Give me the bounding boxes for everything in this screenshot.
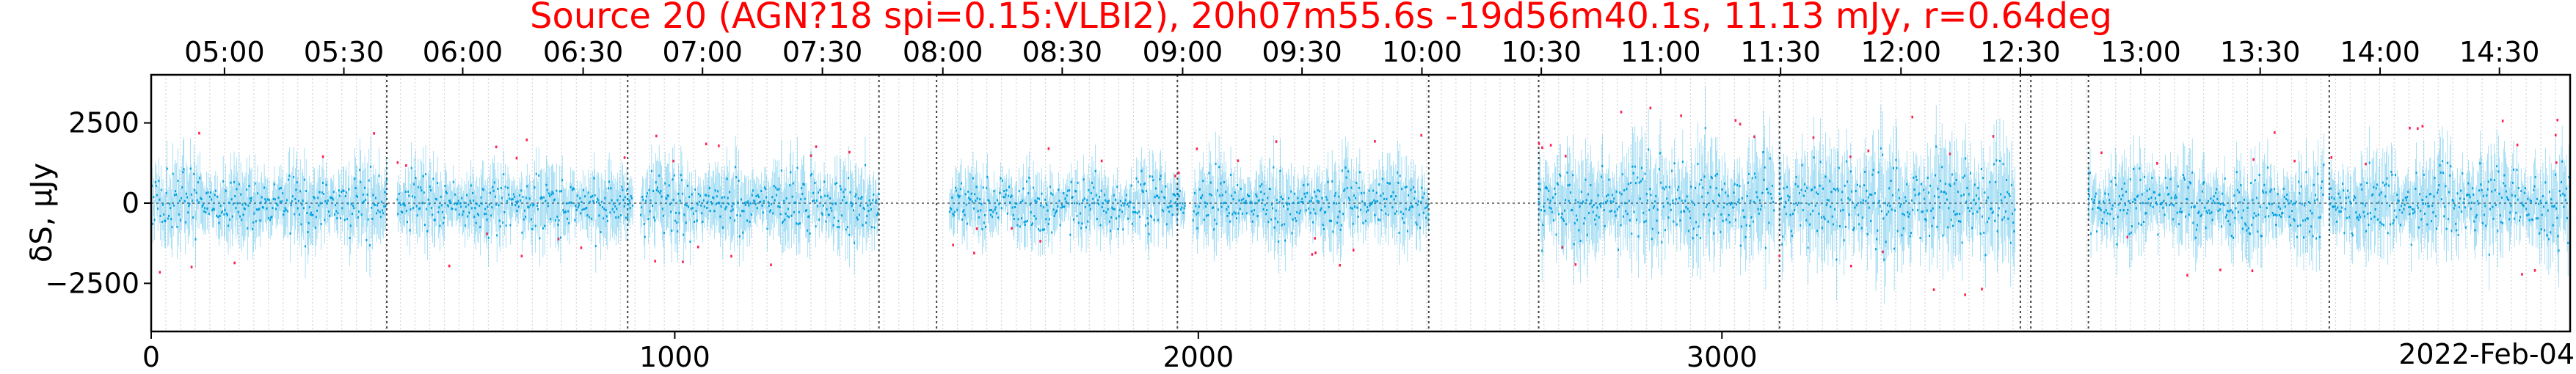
outlier-point [1177, 171, 1180, 175]
outlier-point [1196, 147, 1198, 150]
outlier-point [2274, 131, 2276, 134]
outlier-point [1352, 249, 1355, 252]
outlier-point [1739, 122, 1742, 126]
outlier-point [1867, 149, 1870, 153]
outlier-point [2100, 151, 2103, 155]
outlier-point [1849, 155, 1852, 158]
outlier-point [448, 264, 451, 268]
outlier-point [770, 263, 772, 266]
outlier-point [1812, 136, 1815, 139]
outlier-point [1039, 240, 1041, 243]
outlier-point [815, 145, 818, 148]
outlier-point [1932, 288, 1935, 291]
outlier-point [809, 154, 812, 157]
outlier-point [1778, 254, 1781, 257]
outlier-point [1174, 175, 1176, 177]
outlier-point [2252, 158, 2255, 161]
outlier-point [2156, 161, 2158, 165]
outlier-point [2186, 274, 2188, 277]
outlier-point [1100, 159, 1103, 163]
outlier-point [515, 156, 518, 160]
outlier-point [848, 150, 851, 154]
outlier-point [520, 254, 523, 258]
outlier-point [1237, 159, 1240, 163]
outlier-point [2365, 162, 2367, 166]
outlier-point [1339, 263, 1341, 267]
outlier-point [1011, 227, 1013, 230]
outlier-point [655, 134, 658, 138]
outlier-point [682, 260, 684, 263]
outlier-point [1680, 114, 1682, 117]
outlier-point [973, 252, 975, 254]
outlier-point [321, 155, 324, 158]
outlier-point [2417, 127, 2419, 131]
outlier-point [1420, 133, 1423, 137]
outlier-point [1964, 293, 1966, 296]
outlier-point [525, 138, 528, 142]
outlier-point [975, 227, 978, 230]
outlier-point [1541, 146, 1543, 150]
outlier-point [1549, 144, 1552, 147]
outlier-point [2409, 126, 2411, 130]
outlier-point [2251, 269, 2254, 273]
outlier-point [233, 261, 236, 265]
outlier-point [1649, 106, 1652, 110]
outlier-point [672, 159, 675, 163]
outlier-point [486, 232, 488, 235]
outlier-point [1911, 115, 1914, 119]
outlier-point [1753, 135, 1755, 139]
outlier-point [495, 145, 498, 149]
outlier-point [159, 271, 161, 274]
outlier-point [623, 156, 626, 159]
outlier-point [730, 254, 732, 258]
outlier-point [1849, 264, 1852, 268]
outlier-point [1882, 250, 1884, 254]
outlier-point [1314, 251, 1317, 254]
outlier-point [1620, 110, 1623, 114]
outlier-point [705, 142, 707, 146]
outlier-point [1047, 147, 1050, 150]
outlier-point [373, 132, 375, 135]
outlier-point [198, 131, 200, 135]
outlier-point [190, 265, 193, 268]
outlier-point [1574, 263, 1577, 266]
outlier-point [2330, 155, 2333, 159]
outlier-point [1538, 142, 1540, 145]
outlier-point [2126, 235, 2129, 239]
outlier-point [1311, 253, 1314, 256]
outlier-point [1949, 153, 1951, 155]
outlier-point [1374, 140, 1376, 143]
outlier-point [396, 161, 399, 164]
outlier-point [654, 260, 656, 263]
outlier-point [1981, 287, 1983, 291]
chart-title: Source 20 (AGN?18 spi=0.15:VLBI2), 20h07… [530, 0, 2112, 37]
outlier-point [1992, 135, 1995, 138]
outlier-point [1314, 237, 1316, 240]
data-points-layer [150, 86, 2571, 304]
outlier-point [1734, 119, 1737, 122]
outlier-point [1561, 246, 1564, 249]
outlier-point [2293, 159, 2296, 163]
outlier-point [1565, 155, 1567, 158]
outlier-point [696, 245, 699, 249]
outlier-point [718, 144, 720, 147]
outlier-point [2219, 268, 2222, 271]
outlier-point [557, 238, 560, 241]
outlier-point [405, 164, 407, 167]
outlier-point [580, 246, 583, 249]
outlier-point [952, 243, 954, 246]
outlier-point [1275, 140, 1278, 143]
